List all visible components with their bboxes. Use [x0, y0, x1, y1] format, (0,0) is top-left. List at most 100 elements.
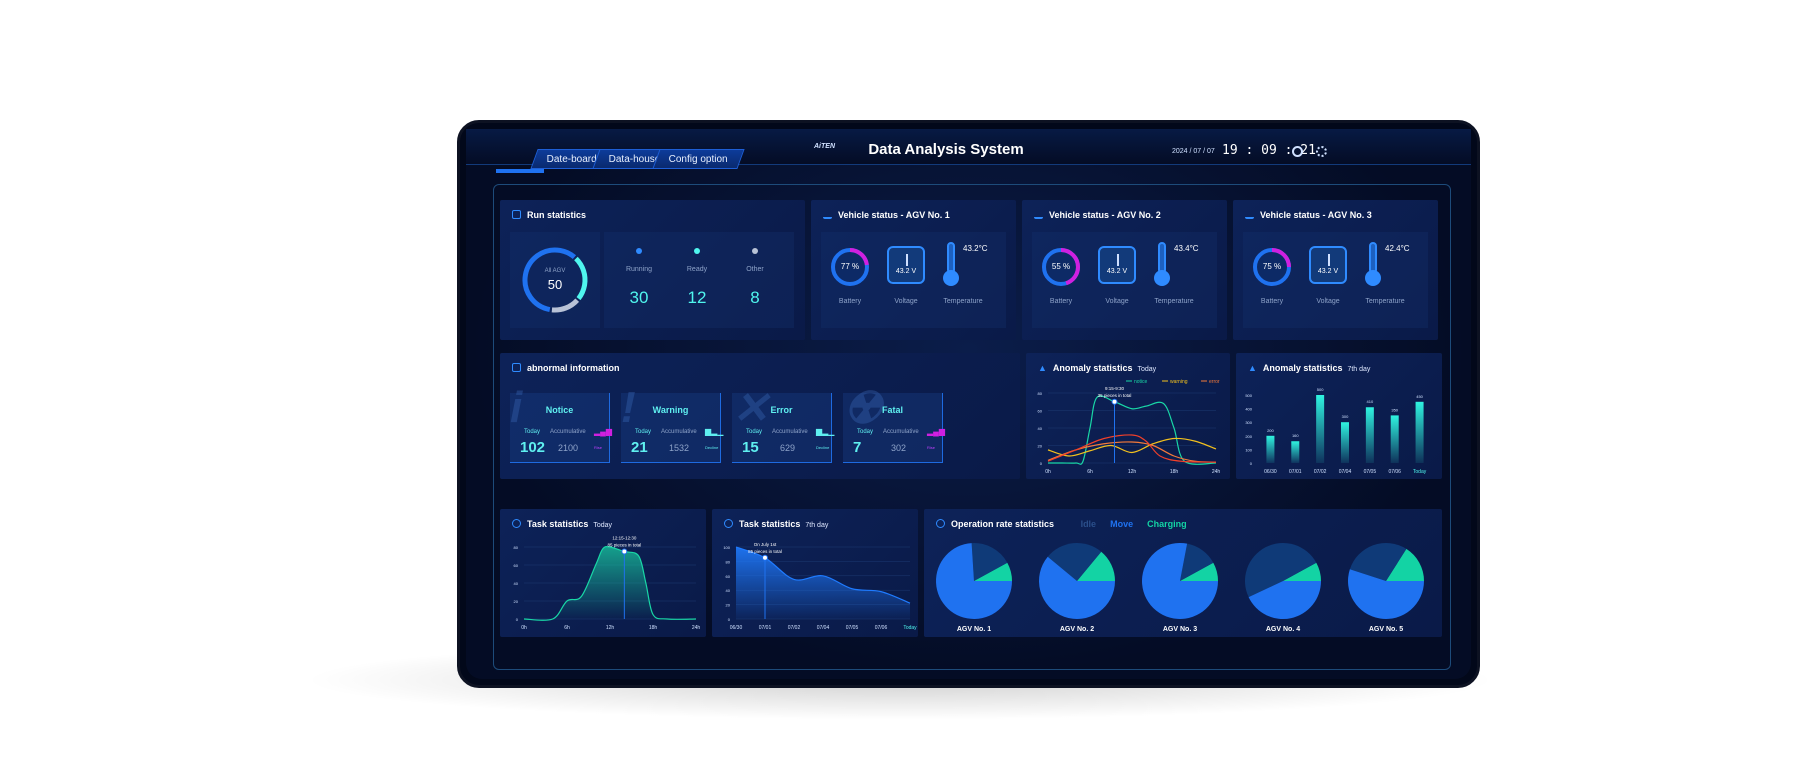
bar-value-label: 200 — [1267, 428, 1274, 433]
y-tick-label: 300 — [1245, 420, 1252, 425]
trend-down-icon: ▆▂▁ — [705, 427, 724, 436]
abnormal-card-fatal[interactable]: ☢ Fatal Today Accumulative 7 302 ▂▄▆ Ris… — [843, 384, 945, 463]
x-tick-label: 07/04 — [817, 625, 830, 631]
user-icon[interactable] — [1292, 146, 1303, 157]
bar-value-label: 500 — [1317, 387, 1324, 392]
operation-icon — [936, 519, 945, 528]
tab-config-option[interactable]: Config option — [652, 149, 745, 169]
trend-label: Decline — [816, 445, 830, 450]
vehicle-status-panel: Vehicle status - AGV No. 1 77 % 43.2 V 4… — [811, 200, 1016, 340]
y-tick-label: 60 — [1038, 409, 1043, 414]
y-tick-label: 0 — [728, 617, 731, 622]
legend-charging[interactable]: Charging — [1147, 519, 1187, 529]
x-tick-label: Today — [903, 625, 917, 631]
y-tick-label: 80 — [514, 545, 519, 550]
run-statistics-panel: Run statistics All AGV 50 Running 30 Rea… — [500, 200, 805, 340]
legend-label: notice — [1134, 379, 1148, 385]
tooltip-text: 85 pieces in total — [748, 549, 782, 554]
voltmeter-icon — [1098, 246, 1136, 284]
pie-label: AGV No. 3 — [1163, 626, 1197, 633]
x-tick-label: 12h — [1128, 469, 1137, 475]
x-tick-label: 07/06 — [875, 625, 888, 631]
panel-title: Run statistics — [527, 210, 587, 220]
legend-move[interactable]: Move — [1110, 519, 1134, 529]
bar — [1291, 441, 1300, 463]
total-value: 50 — [547, 277, 563, 292]
panel-title: abnormal information — [527, 363, 620, 373]
status-label: Running — [625, 266, 653, 273]
pie-slice-move — [936, 543, 1012, 619]
page-title: Data Analysis System — [868, 141, 1024, 158]
task-today-panel: Task statistics Today 0 20 40 60 80 0h 6h 12h 18h… — [500, 509, 706, 637]
warning-icon: ! — [621, 383, 636, 432]
bar-value-label: 410 — [1367, 399, 1374, 404]
logo: AiTEN — [814, 143, 835, 150]
x-tick-label: 18h — [649, 625, 658, 631]
bar — [1341, 422, 1349, 463]
legend-label: warning — [1170, 379, 1188, 385]
pie-slice-idle — [1047, 543, 1102, 581]
legend-label: error — [1209, 379, 1220, 385]
task-today-chart: 0 20 40 60 80 0h 6h 12h 18h 24h 12:15-12:30 85 piec… — [514, 536, 701, 632]
bar — [1415, 401, 1424, 463]
anomaly-today-panel: ▲ Anomaly statistics Today 0 20 40 60 80 0h 6h 12… — [1026, 353, 1230, 479]
pie-slice-charging — [1077, 551, 1115, 581]
voltage-value: 43.2 V — [895, 268, 917, 275]
y-tick-label: 100 — [723, 545, 730, 550]
status-dot — [752, 248, 758, 254]
x-tick-label: 07/06 — [1388, 469, 1401, 475]
x-tick-label: 24h — [692, 625, 701, 631]
pie-label: AGV No. 4 — [1266, 626, 1300, 633]
x-tick-label: 07/01 — [759, 625, 772, 631]
y-tick-label: 20 — [726, 603, 731, 608]
x-tick-label: 6h — [564, 625, 570, 631]
voltage-value: 43.2 V — [1317, 268, 1339, 275]
temperature-value: 42.4°C — [1385, 244, 1410, 253]
stats-icon — [512, 210, 521, 219]
abnormal-card-notice[interactable]: i Notice Today Accumulative 102 2100 ▂▄▆… — [510, 383, 612, 463]
status-count: 8 — [750, 288, 760, 307]
tooltip-text: 85 pieces in total — [607, 543, 641, 548]
globe-icon[interactable] — [1316, 146, 1327, 157]
agv-icon — [1245, 210, 1254, 219]
bar — [1365, 407, 1374, 463]
pie-slice-move — [1348, 569, 1424, 619]
voltage-value: 43.2 V — [1106, 268, 1128, 275]
all-agv-ring — [522, 247, 588, 313]
today-count: 7 — [853, 439, 862, 456]
battery-gauge — [831, 248, 869, 286]
abnormal-card-warning[interactable]: ! Warning Today Accumulative 21 1532 ▆▂▁… — [621, 383, 724, 463]
abnormal-card-error[interactable]: ✕ Error Today Accumulative 15 629 ▆▂▁ De… — [732, 384, 835, 463]
series-line-notice — [1047, 395, 1217, 465]
x-tick-label: 06/30 — [1264, 469, 1277, 475]
pie-slice-charging — [1283, 562, 1321, 581]
bar-value-label: 450 — [1416, 394, 1423, 399]
x-tick-label: 12h — [606, 625, 615, 631]
tooltip-point — [1111, 398, 1118, 405]
anomaly-7day-chart: 0 100 200 300 400 500 06/30 07/01 07/02 07/04 07/0… — [1245, 387, 1426, 475]
tooltip-text: 9:15-9:30 — [1105, 386, 1125, 391]
temperature-value: 43.4°C — [1174, 244, 1199, 253]
task-icon — [724, 519, 733, 528]
anomaly-today-chart: 0 20 40 60 80 0h 6h 12h 18h 24h notice warning error… — [1038, 379, 1221, 475]
y-tick-label: 500 — [1245, 393, 1252, 398]
trend-down-icon: ▆▂▁ — [816, 427, 835, 436]
legend-idle[interactable]: Idle — [1080, 519, 1097, 529]
trend-label: Rise — [594, 445, 603, 450]
y-tick-label: 80 — [726, 559, 731, 564]
tooltip-text: On July 1st — [754, 542, 777, 547]
x-tick-label: 07/04 — [1339, 469, 1352, 475]
x-tick-label: 18h — [1170, 469, 1179, 475]
y-tick-label: 100 — [1245, 447, 1252, 452]
status-label: Other — [746, 266, 764, 273]
task-7day-chart: 0 20 40 60 80 100 06/30 07/01 07/02 07/04 07/05 07/… — [723, 542, 917, 631]
y-tick-label: 20 — [514, 599, 519, 604]
pie-label: AGV No. 1 — [957, 626, 991, 633]
y-tick-label: 400 — [1245, 407, 1252, 412]
y-tick-label: 200 — [1245, 434, 1252, 439]
device-frame: Date-board Data-house Config option AiTE… — [457, 120, 1480, 688]
series-line-fatal — [1047, 434, 1217, 463]
operation-rate-panel: Operation rate statistics Idle Move Chargi… — [924, 509, 1442, 637]
decor-bar — [496, 169, 544, 173]
accumulative-count: 629 — [780, 443, 796, 453]
